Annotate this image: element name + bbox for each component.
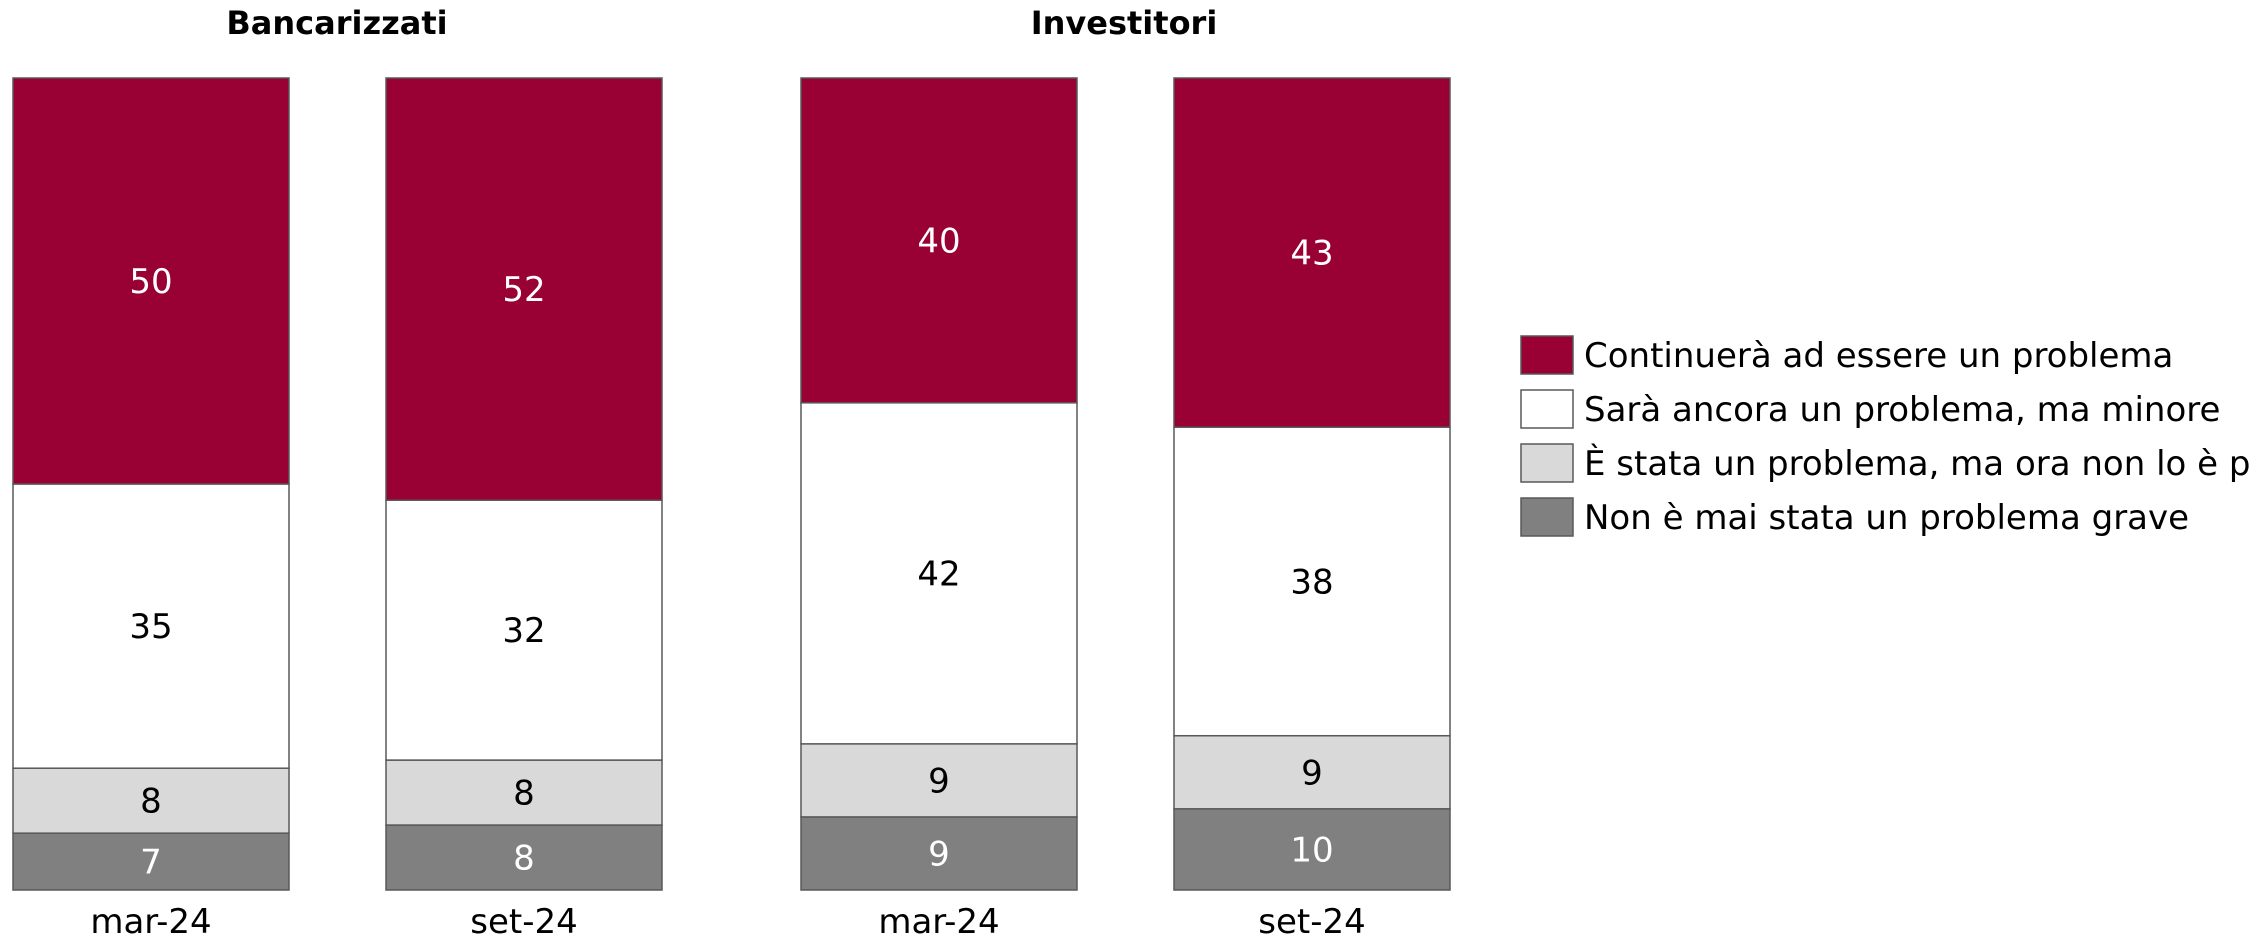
category-label: mar-24 bbox=[878, 902, 999, 938]
data-label: 10 bbox=[1290, 830, 1333, 870]
data-label: 8 bbox=[140, 782, 162, 822]
bar-segment bbox=[385, 759, 663, 826]
bar-segment bbox=[12, 832, 290, 891]
bar-segment bbox=[12, 77, 290, 485]
bar-segment bbox=[1173, 77, 1451, 428]
legend-label: Sarà ancora un problema, ma minore bbox=[1584, 390, 2220, 430]
bar-segment bbox=[800, 402, 1078, 745]
legend-swatch bbox=[1520, 497, 1574, 537]
bar-stack: 8 8 32 52 set-24 bbox=[385, 77, 663, 938]
legend-swatch bbox=[1520, 389, 1574, 429]
data-label: 9 bbox=[928, 834, 950, 874]
data-label: 35 bbox=[129, 607, 172, 647]
legend-label: Non è mai stata un problema grave bbox=[1584, 498, 2189, 538]
legend-item: È stata un problema, ma ora non lo è più bbox=[1520, 443, 2249, 484]
data-label: 7 bbox=[140, 843, 162, 883]
legend-label: Continuerà ad essere un problema bbox=[1584, 336, 2173, 376]
legend-item: Sarà ancora un problema, ma minore bbox=[1520, 389, 2220, 430]
legend-swatch bbox=[1520, 443, 1574, 483]
data-label: 42 bbox=[917, 554, 960, 594]
legend-item: Continuerà ad essere un problema bbox=[1520, 335, 2173, 376]
data-label: 43 bbox=[1290, 234, 1333, 274]
data-label: 8 bbox=[513, 774, 535, 814]
panel-2: Investitori 9 9 42 40 mar-24 10 9 38 43 set-24 bbox=[800, 4, 1451, 938]
legend-item: Non è mai stata un problema grave bbox=[1520, 497, 2189, 538]
bar-segment bbox=[1173, 426, 1451, 737]
bar-segment bbox=[800, 77, 1078, 404]
category-label: set-24 bbox=[1258, 902, 1366, 938]
bar-stack: 10 9 38 43 set-24 bbox=[1173, 77, 1451, 938]
bar-segment bbox=[385, 499, 663, 761]
data-label: 8 bbox=[513, 839, 535, 879]
data-label: 40 bbox=[917, 221, 960, 261]
panel-1: Bancarizzati 7 8 35 50 mar-24 8 8 32 52 set-24 bbox=[12, 4, 663, 938]
category-label: mar-24 bbox=[90, 902, 211, 938]
panel-title: Bancarizzati bbox=[226, 4, 447, 42]
bar-stack: 9 9 42 40 mar-24 bbox=[800, 77, 1078, 938]
bar-segment bbox=[1173, 808, 1451, 891]
legend-swatch bbox=[1520, 335, 1574, 375]
bar-stack: 7 8 35 50 mar-24 bbox=[12, 77, 290, 938]
bar-segment bbox=[800, 743, 1078, 818]
panel-title: Investitori bbox=[1031, 4, 1218, 42]
bar-segment bbox=[385, 824, 663, 891]
data-label: 50 bbox=[129, 262, 172, 302]
bar-segment bbox=[385, 77, 663, 501]
bar-segment bbox=[12, 767, 290, 834]
bar-segment bbox=[800, 816, 1078, 891]
chart-panels: Bancarizzati783550mar-24883252set-24Inve… bbox=[12, 4, 1451, 938]
data-label: 32 bbox=[502, 611, 545, 651]
chart-legend: Continuerà ad essere un problema Sarà anc… bbox=[1520, 335, 2249, 538]
legend-label: È stata un problema, ma ora non lo è più bbox=[1584, 443, 2249, 484]
category-label: set-24 bbox=[470, 902, 578, 938]
data-label: 38 bbox=[1290, 562, 1333, 602]
data-label: 52 bbox=[502, 270, 545, 310]
data-label: 9 bbox=[1301, 753, 1323, 793]
data-label: 9 bbox=[928, 761, 950, 801]
